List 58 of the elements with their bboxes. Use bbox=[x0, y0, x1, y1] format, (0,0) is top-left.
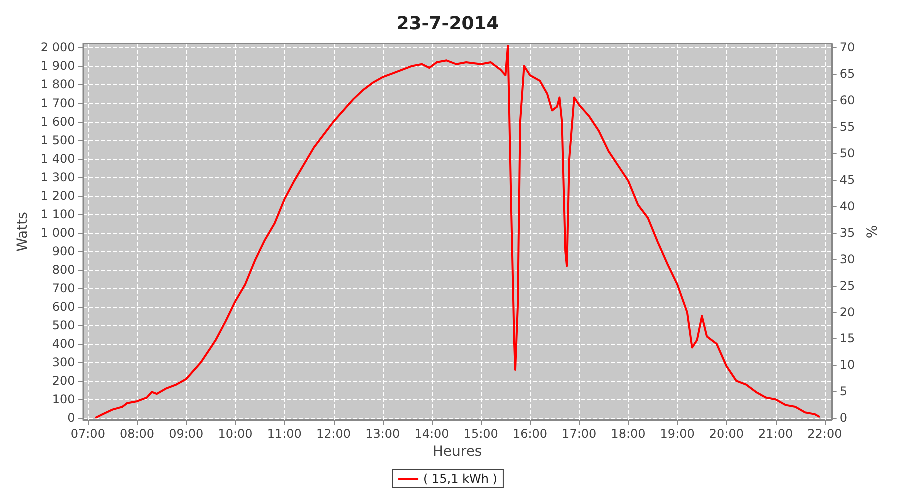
y-tick-label: 300 bbox=[52, 356, 76, 370]
y2-tick-label: 30 bbox=[840, 252, 856, 266]
x-tick-label: 08:00 bbox=[120, 427, 155, 441]
x-tick-label: 17:00 bbox=[562, 427, 597, 441]
x-axis-title: Heures bbox=[432, 444, 482, 460]
y2-tick-label: 35 bbox=[840, 226, 856, 240]
y-tick-label: 1 800 bbox=[40, 78, 76, 92]
y-tick-label: 800 bbox=[52, 262, 76, 277]
x-tick-label: 11:00 bbox=[267, 427, 302, 441]
x-tick-label: 09:00 bbox=[169, 427, 204, 441]
x-tick-label: 13:00 bbox=[366, 427, 400, 441]
y-tick-label: 1 500 bbox=[40, 133, 76, 148]
y2-tick-label: 50 bbox=[840, 146, 856, 161]
y2-tick-label: 60 bbox=[840, 94, 856, 108]
line-series bbox=[94, 44, 822, 420]
y2-tick-label: 55 bbox=[840, 120, 856, 134]
y-tick-label: 1 600 bbox=[40, 114, 76, 129]
y-tick-label: 900 bbox=[52, 244, 76, 258]
y-tick-label: 500 bbox=[52, 318, 76, 333]
x-tick-label: 22:00 bbox=[808, 427, 842, 441]
y-tick-label: 200 bbox=[52, 374, 76, 388]
y2-tick-label: 40 bbox=[840, 199, 856, 214]
x-tick-label: 15:00 bbox=[464, 427, 498, 441]
y-tick-label: 1 000 bbox=[40, 226, 76, 240]
x-tick-label: 19:00 bbox=[660, 427, 695, 441]
x-tick-label: 12:00 bbox=[316, 427, 352, 441]
legend-label: ( 15,1 kWh ) bbox=[424, 472, 498, 486]
y2-tick-label: 70 bbox=[840, 40, 856, 55]
y-tick-label: 1 400 bbox=[40, 152, 76, 166]
x-tick-label: 14:00 bbox=[414, 427, 450, 441]
y-tick-label: 1 900 bbox=[40, 59, 76, 74]
x-tick-label: 16:00 bbox=[512, 427, 548, 441]
y2-tick-label: 15 bbox=[840, 332, 856, 346]
x-tick-label: 18:00 bbox=[611, 427, 646, 441]
y2-tick-label: 45 bbox=[840, 172, 856, 187]
x-tick-label: 21:00 bbox=[758, 427, 794, 441]
y-tick-label: 1 100 bbox=[40, 207, 76, 222]
x-tick-label: 20:00 bbox=[709, 427, 744, 441]
y-tick-label: 1 700 bbox=[40, 96, 76, 110]
y-tick-label: 400 bbox=[52, 337, 76, 352]
y-axis-title: Watts bbox=[15, 212, 31, 252]
y-tick-label: 0 bbox=[68, 411, 76, 426]
x-tick-label: 07:00 bbox=[70, 427, 106, 441]
y2-tick-label: 20 bbox=[840, 305, 856, 320]
y-tick-label: 1 300 bbox=[40, 170, 76, 184]
y2-tick-label: 0 bbox=[840, 411, 848, 426]
y-tick-label: 100 bbox=[52, 392, 76, 407]
x-tick-label: 10:00 bbox=[218, 427, 253, 441]
y2-axis-title: % bbox=[865, 225, 881, 239]
y2-tick-label: 25 bbox=[840, 278, 856, 293]
y-tick-label: 600 bbox=[52, 300, 76, 314]
y-tick-label: 2 000 bbox=[40, 40, 76, 55]
chart-title: 23-7-2014 bbox=[396, 14, 500, 34]
y2-tick-label: 5 bbox=[840, 384, 848, 399]
y-tick-label: 700 bbox=[52, 281, 76, 296]
y-tick-label: 1 200 bbox=[40, 188, 76, 203]
y2-tick-label: 65 bbox=[840, 67, 856, 82]
y2-tick-label: 10 bbox=[840, 358, 856, 372]
